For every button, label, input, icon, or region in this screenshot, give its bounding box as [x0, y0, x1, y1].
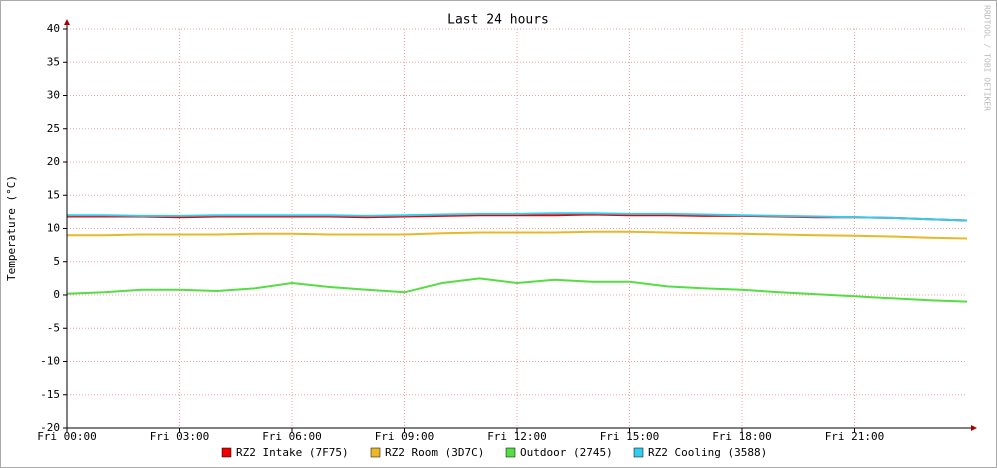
- y-tick-label: 30: [47, 89, 60, 102]
- y-tick-label: 0: [53, 288, 60, 301]
- series-line: [66, 277, 968, 303]
- y-tick-label: -15: [40, 388, 60, 401]
- y-tick-label: -20: [40, 421, 60, 434]
- axes: -20 -15 -10 -5 0 5 10 15 20 25 30 35 40 Fri 00:00 Fri …: [37, 19, 977, 443]
- y-tick-label: 10: [47, 222, 60, 235]
- series-line: [67, 230, 968, 240]
- y-tick-label: 35: [47, 55, 60, 68]
- y-tick-label: -5: [47, 321, 60, 334]
- y-tick-label: 15: [47, 188, 60, 201]
- x-tick-label: Fri 03:00: [150, 430, 210, 443]
- legend-label: RZ2 Room (3D7C): [385, 446, 484, 459]
- y-axis-arrow: [64, 19, 70, 25]
- x-axis-arrow: [971, 425, 977, 431]
- x-tick-label: Fri 12:00: [487, 430, 547, 443]
- x-tick-label: Fri 00:00: [37, 430, 97, 443]
- y-tick-label: 5: [53, 255, 60, 268]
- y-tick-label: 25: [47, 122, 60, 135]
- legend-label: RZ2 Cooling (3588): [648, 446, 767, 459]
- y-tick-label: 20: [47, 155, 60, 168]
- x-tick-label: Fri 15:00: [600, 430, 660, 443]
- legend: RZ2 Intake (7F75) RZ2 Room (3D7C) Outdoor …: [221, 446, 767, 459]
- watermark: RRDTOOL / TOBI OETIKER: [983, 5, 992, 111]
- series-line: [67, 212, 968, 222]
- legend-swatch: [505, 447, 516, 458]
- legend-swatch: [370, 447, 381, 458]
- y-axis-label: Temperature (°C): [5, 175, 18, 281]
- x-tick-label: Fri 18:00: [712, 430, 772, 443]
- legend-label: Outdoor (2745): [520, 446, 613, 459]
- chart-title: Last 24 hours: [447, 13, 549, 28]
- legend-swatch: [221, 447, 232, 458]
- x-tick-label: Fri 06:00: [262, 430, 322, 443]
- legend-swatch: [633, 447, 644, 458]
- legend-label: RZ2 Intake (7F75): [236, 446, 349, 459]
- grid: [66, 28, 967, 429]
- x-tick-label: Fri 21:00: [825, 430, 885, 443]
- lines: [66, 212, 968, 303]
- x-tick-label: Fri 09:00: [375, 430, 435, 443]
- y-tick-label: 40: [47, 22, 60, 35]
- y-tick-label: -10: [40, 355, 60, 368]
